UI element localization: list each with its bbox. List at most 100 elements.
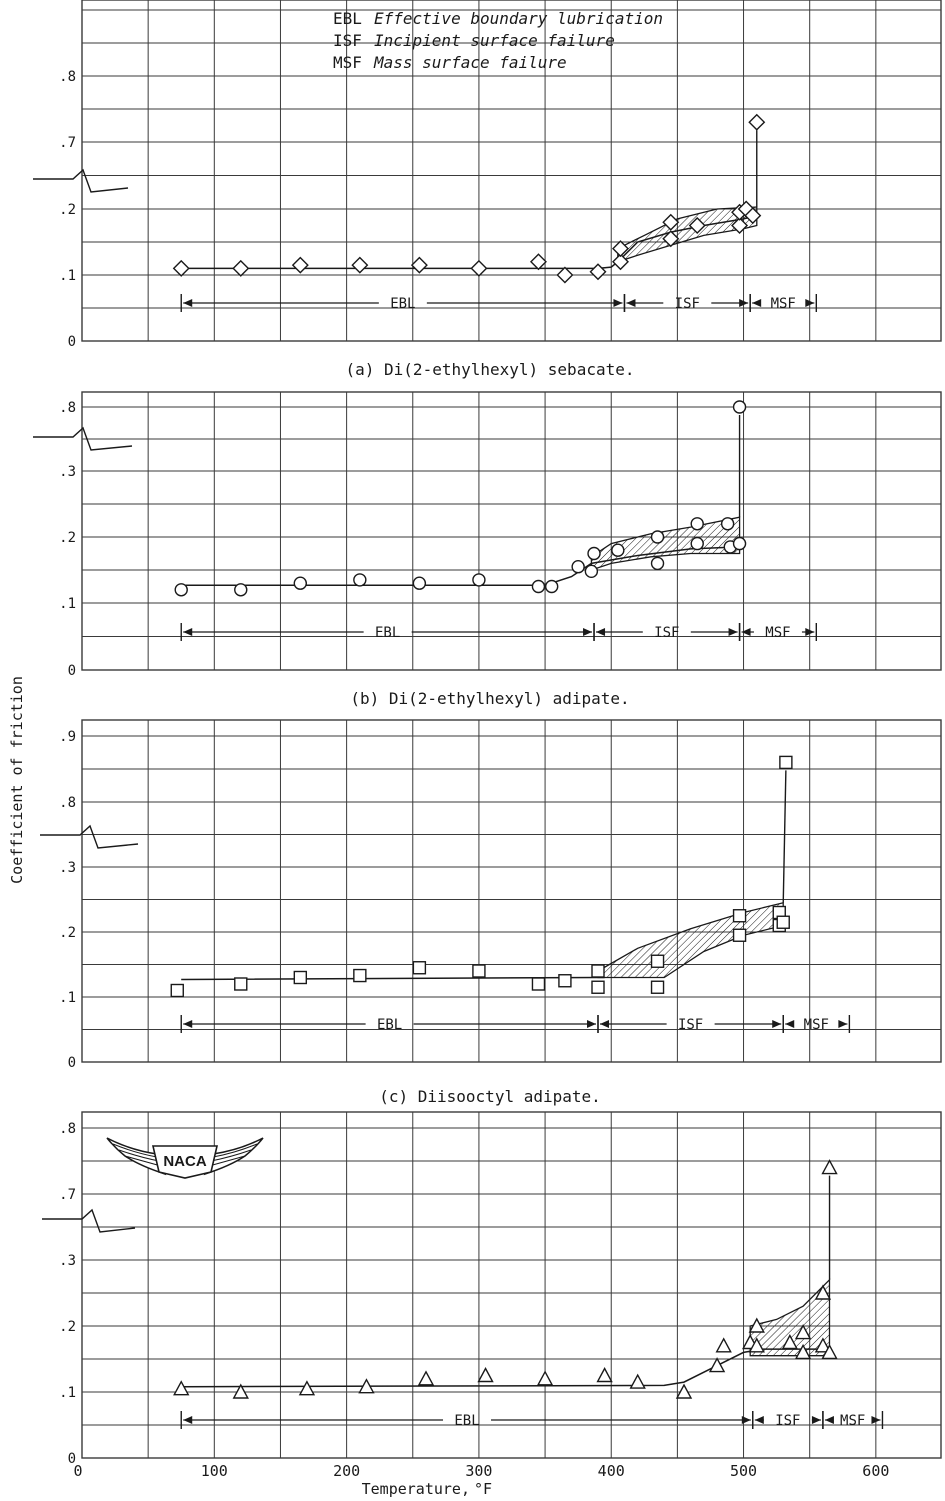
region-arrowhead bbox=[183, 628, 193, 636]
y-tick-label: .3 bbox=[59, 1253, 76, 1269]
data-point bbox=[748, 1317, 765, 1333]
chart-panel-4: 0 .1 .2 .3 .7 .8 EBL ISF MSF 0 100 200 300 400 500 600 bbox=[42, 1111, 942, 1480]
data-point bbox=[477, 1367, 494, 1383]
data-point bbox=[821, 1159, 838, 1175]
plot-frame bbox=[81, 391, 942, 671]
chart-panel-1: 0 .1 .2 .7 .8 EBL ISF MSF (a) Di(2-ethylhexyl) s… bbox=[33, 0, 942, 379]
y-tick-label: .8 bbox=[59, 400, 76, 416]
x-tick-label: 600 bbox=[862, 1462, 889, 1480]
data-point bbox=[410, 256, 428, 274]
axis-break-mark bbox=[33, 168, 129, 193]
failure-band bbox=[617, 206, 758, 263]
data-point bbox=[629, 1373, 646, 1389]
data-point bbox=[591, 980, 605, 994]
chart-panel-3: 0 .1 .2 .3 .8 .9 EBL ISF MSF (c) Diisooctyl adipa… bbox=[40, 719, 942, 1106]
data-point bbox=[662, 230, 680, 248]
region-arrowhead bbox=[183, 1416, 193, 1424]
x-axis-label: Temperature, bbox=[362, 1480, 470, 1498]
region-arrowhead bbox=[739, 299, 749, 307]
region-arrowhead bbox=[754, 1416, 764, 1424]
data-point bbox=[174, 583, 188, 597]
y-tick-label: .8 bbox=[59, 795, 76, 811]
region-arrowhead bbox=[871, 1416, 881, 1424]
data-point bbox=[529, 253, 547, 271]
region-arrowhead bbox=[805, 628, 815, 636]
data-point bbox=[571, 560, 585, 574]
naca-logo: NACA bbox=[106, 1137, 264, 1179]
data-point bbox=[470, 259, 488, 277]
data-point bbox=[748, 113, 766, 131]
y-tick-label: .1 bbox=[59, 596, 76, 612]
data-point bbox=[688, 217, 706, 234]
data-point bbox=[298, 1380, 316, 1396]
data-point bbox=[650, 980, 665, 994]
y-tick-label: 0 bbox=[68, 334, 76, 350]
region-arrowhead bbox=[785, 1020, 795, 1028]
region-arrowhead bbox=[613, 299, 623, 307]
region-arrowhead bbox=[183, 1020, 193, 1028]
data-point bbox=[173, 1380, 190, 1396]
region-arrowhead bbox=[811, 1416, 821, 1424]
region-label: EBL bbox=[377, 1017, 402, 1033]
y-tick-label: .1 bbox=[59, 990, 76, 1006]
panel-caption: (a) Di(2-ethylhexyl) sebacate. bbox=[346, 360, 635, 379]
region-arrowhead bbox=[728, 628, 738, 636]
failure-band bbox=[590, 516, 741, 571]
x-tick-label: 200 bbox=[333, 1462, 360, 1480]
region-label: EBL bbox=[390, 296, 415, 312]
data-point bbox=[720, 517, 735, 531]
region-label: MSF bbox=[804, 1017, 829, 1033]
data-point bbox=[472, 573, 486, 587]
data-point bbox=[358, 1378, 375, 1394]
data-point bbox=[172, 259, 190, 277]
data-point bbox=[234, 583, 248, 597]
region-arrowhead bbox=[824, 1416, 834, 1424]
data-point bbox=[821, 1343, 838, 1360]
legend-text-ebl: Effective boundary lubrication bbox=[374, 9, 663, 28]
data-point bbox=[732, 400, 747, 414]
data-point bbox=[675, 1383, 693, 1399]
region-label: EBL bbox=[375, 625, 400, 641]
y-tick-label: .2 bbox=[59, 202, 76, 218]
plot-frame bbox=[81, 719, 942, 1063]
data-point bbox=[412, 576, 427, 590]
data-point bbox=[232, 259, 250, 277]
data-point bbox=[536, 1370, 554, 1386]
region-arrowhead bbox=[583, 628, 593, 636]
axis-break-mark bbox=[40, 824, 139, 849]
region-label: ISF bbox=[675, 296, 700, 312]
data-point bbox=[558, 974, 572, 988]
data-point bbox=[353, 968, 367, 983]
data-point bbox=[531, 579, 546, 594]
x-axis-unit: °F bbox=[474, 1480, 492, 1498]
data-point bbox=[417, 1370, 435, 1386]
data-point bbox=[612, 240, 629, 258]
plot-frame bbox=[81, 1111, 942, 1459]
x-tick-label: 500 bbox=[730, 1462, 757, 1480]
y-tick-label: .1 bbox=[59, 268, 76, 284]
chart-panel-2: 0 .1 .2 .3 .8 EBL ISF MSF (b) Di(2-ethylhexyl) a… bbox=[33, 391, 942, 708]
friction-curve bbox=[181, 546, 740, 586]
data-point bbox=[170, 983, 184, 998]
legend-abbr-isf: ISF bbox=[333, 31, 362, 50]
y-tick-label: .2 bbox=[59, 1319, 76, 1335]
data-point bbox=[353, 573, 367, 587]
axis-break-mark bbox=[33, 426, 133, 451]
x-tick-label: 300 bbox=[465, 1462, 492, 1480]
data-point bbox=[650, 530, 665, 544]
friction-curve bbox=[181, 1348, 830, 1388]
x-tick-label: 400 bbox=[598, 1462, 625, 1480]
data-point bbox=[690, 536, 704, 551]
legend-abbr-msf: MSF bbox=[333, 53, 362, 72]
data-point bbox=[744, 207, 762, 225]
region-arrowhead bbox=[741, 1416, 751, 1424]
region-arrowhead bbox=[183, 299, 193, 307]
data-point bbox=[587, 546, 601, 561]
data-point bbox=[814, 1284, 832, 1300]
region-label: MSF bbox=[840, 1413, 865, 1429]
legend-abbr-ebl: EBL bbox=[333, 9, 362, 28]
region-label: MSF bbox=[765, 625, 790, 641]
data-point bbox=[779, 755, 793, 770]
msf-jump-line bbox=[782, 770, 787, 903]
